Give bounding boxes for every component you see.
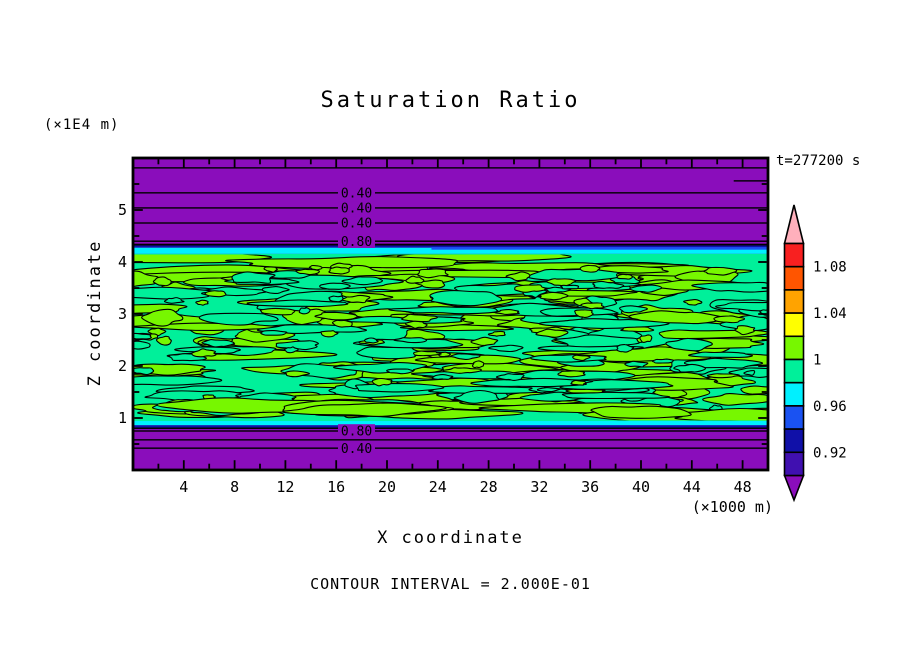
x-tick-label: 40	[632, 478, 650, 496]
x-tick-label: 48	[734, 478, 752, 496]
x-tick-labels: 4 8 12 16 20 24 28 32 36 40 44 48	[179, 478, 751, 496]
x-axis-unit-label: (×1000 m)	[691, 498, 773, 516]
colorbar-tick-label: 0.96	[813, 399, 847, 415]
z-tick-labels: 1 2 3 4 5	[118, 201, 127, 427]
x-tick-label: 44	[683, 478, 701, 496]
contour-label: 0.40	[341, 217, 372, 232]
colorbar-box	[783, 358, 805, 384]
x-tick-label: 28	[480, 478, 498, 496]
colorbar-tick-label: 0.92	[813, 445, 847, 461]
contour-line-labels: 0.400.400.400.800.800.40	[338, 186, 375, 457]
colorbar-box	[783, 381, 805, 407]
x-tick-label: 32	[530, 478, 548, 496]
contour-label: 0.80	[341, 425, 372, 440]
plot-border	[131, 156, 770, 472]
colorbar-tick-label: 1.08	[813, 260, 847, 276]
colorbar-box	[783, 335, 805, 361]
turbulence-blobs	[133, 254, 768, 421]
colorbar-box	[783, 405, 805, 430]
contour-label: 0.80	[341, 235, 372, 250]
z-tick-label: 5	[118, 201, 127, 219]
x-tick-label: 36	[581, 478, 599, 496]
colorbar-box	[783, 265, 805, 291]
colorbar-over-arrow	[783, 204, 805, 245]
x-tick-label: 12	[276, 478, 294, 496]
axis-ticks	[134, 159, 767, 469]
contour-interval-note: CONTOUR INTERVAL = 2.000E-01	[310, 575, 591, 593]
time-annotation: t=277200 s	[776, 153, 861, 169]
colorbar-tick-label: 1.04	[813, 306, 847, 322]
z-tick-label: 1	[118, 409, 127, 427]
plot-title: Saturation Ratio	[320, 88, 581, 113]
colorbar-box	[783, 451, 805, 477]
colorbar-box	[783, 242, 805, 268]
contour-label: 0.40	[341, 442, 372, 457]
x-tick-label: 20	[378, 478, 396, 496]
colorbar-box	[783, 428, 805, 454]
x-axis-title: X coordinate	[377, 528, 524, 548]
z-tick-label: 2	[118, 357, 127, 375]
colorbar-labels: 1.08 1.04 1 0.96 0.92	[813, 260, 847, 462]
x-tick-label: 4	[179, 478, 188, 496]
colorbar-under-arrow	[783, 474, 805, 503]
contour-lines	[134, 167, 768, 449]
contour-label: 0.40	[341, 202, 372, 217]
z-axis-title: Z coordinate	[85, 239, 105, 387]
contour-label: 0.40	[341, 186, 372, 201]
colorbar-tick-label: 1	[813, 353, 821, 369]
colorbar	[783, 204, 805, 503]
z-axis-unit-label: (×1E4 m)	[44, 117, 120, 133]
z-tick-label: 3	[118, 305, 127, 323]
z-tick-label: 4	[118, 253, 127, 271]
x-tick-label: 8	[230, 478, 239, 496]
colorbar-box	[783, 289, 805, 314]
colorbar-box	[783, 312, 805, 338]
x-tick-label: 16	[327, 478, 345, 496]
x-tick-label: 24	[429, 478, 447, 496]
